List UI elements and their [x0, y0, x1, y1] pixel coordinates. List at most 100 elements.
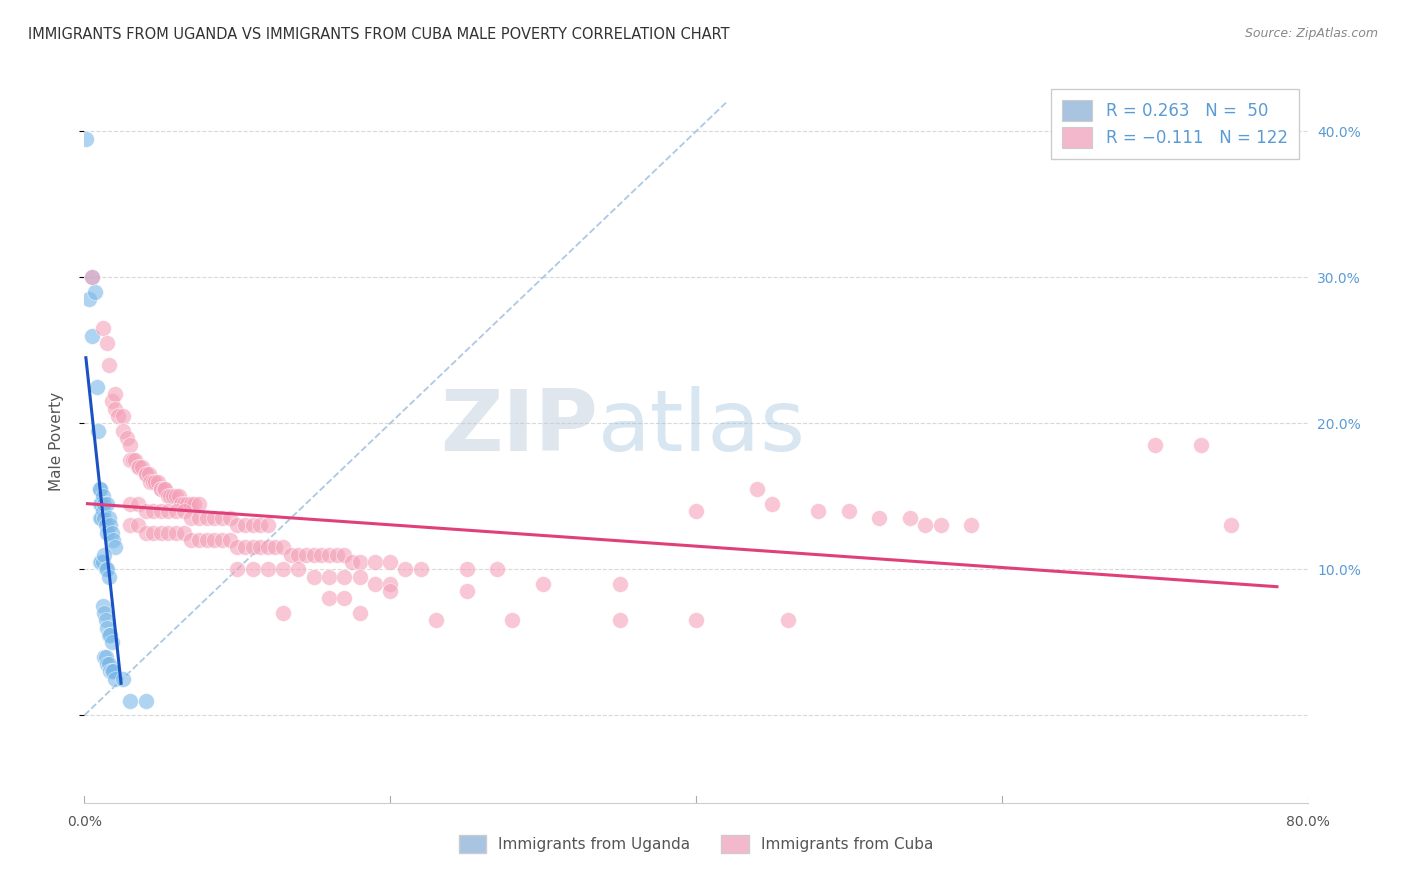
Point — [302, 548, 325, 562]
Point — [135, 693, 157, 707]
Point — [211, 533, 233, 547]
Point — [142, 525, 165, 540]
Point — [333, 591, 356, 606]
Point — [93, 649, 115, 664]
Point — [242, 541, 264, 555]
Point — [104, 541, 127, 555]
Point — [96, 336, 118, 351]
Point — [287, 562, 309, 576]
Point — [149, 482, 172, 496]
Point — [127, 460, 149, 475]
Point — [90, 497, 112, 511]
Point — [98, 628, 121, 642]
Point — [149, 504, 172, 518]
Point — [120, 452, 142, 467]
Point — [318, 548, 340, 562]
Point — [91, 504, 114, 518]
Point — [159, 489, 181, 503]
Point — [90, 511, 112, 525]
Point — [97, 569, 120, 583]
Point — [89, 482, 111, 496]
Point — [609, 577, 631, 591]
Point — [233, 541, 256, 555]
Point — [318, 569, 340, 583]
Point — [195, 533, 218, 547]
Point — [97, 628, 120, 642]
Point — [340, 555, 363, 569]
Point — [295, 548, 318, 562]
Point — [107, 409, 129, 423]
Point — [165, 525, 187, 540]
Point — [149, 482, 172, 496]
Point — [96, 562, 118, 576]
Point — [838, 504, 860, 518]
Point — [218, 511, 240, 525]
Point — [349, 606, 371, 620]
Point — [264, 541, 287, 555]
Point — [146, 475, 169, 489]
Point — [101, 394, 124, 409]
Point — [325, 548, 347, 562]
Point — [211, 511, 233, 525]
Point — [380, 555, 402, 569]
Point — [138, 467, 160, 482]
Point — [271, 562, 294, 576]
Point — [311, 548, 333, 562]
Point — [80, 270, 103, 285]
Point — [135, 525, 157, 540]
Point — [249, 518, 271, 533]
Point — [242, 562, 264, 576]
Point — [394, 562, 416, 576]
Point — [104, 387, 127, 401]
Point — [84, 285, 107, 299]
Point — [1143, 438, 1166, 452]
Point — [91, 555, 114, 569]
Point — [165, 504, 187, 518]
Point — [149, 525, 172, 540]
Point — [257, 562, 280, 576]
Point — [364, 577, 387, 591]
Point — [101, 635, 124, 649]
Point — [302, 569, 325, 583]
Point — [226, 541, 249, 555]
Point — [747, 482, 769, 496]
Point — [120, 693, 142, 707]
Point — [349, 569, 371, 583]
Point — [195, 511, 218, 525]
Point — [139, 475, 162, 489]
Point — [93, 548, 115, 562]
Point — [226, 518, 249, 533]
Point — [233, 518, 256, 533]
Point — [86, 380, 108, 394]
Point — [486, 562, 509, 576]
Point — [89, 497, 111, 511]
Point — [91, 599, 114, 613]
Point — [226, 562, 249, 576]
Point — [96, 657, 118, 672]
Point — [180, 497, 202, 511]
Point — [124, 452, 146, 467]
Point — [188, 533, 211, 547]
Point — [135, 467, 157, 482]
Point — [93, 497, 115, 511]
Point — [456, 584, 478, 599]
Point — [685, 504, 707, 518]
Point — [188, 511, 211, 525]
Point — [409, 562, 432, 576]
Point — [257, 541, 280, 555]
Point — [80, 328, 103, 343]
Point — [120, 438, 142, 452]
Point — [142, 504, 165, 518]
Point — [128, 460, 150, 475]
Point — [202, 533, 225, 547]
Point — [242, 518, 264, 533]
Point — [97, 657, 120, 672]
Point — [155, 482, 177, 496]
Point — [162, 489, 184, 503]
Point — [380, 577, 402, 591]
Point — [90, 555, 112, 569]
Point — [318, 591, 340, 606]
Point — [89, 482, 111, 496]
Point — [929, 518, 952, 533]
Point — [97, 358, 120, 372]
